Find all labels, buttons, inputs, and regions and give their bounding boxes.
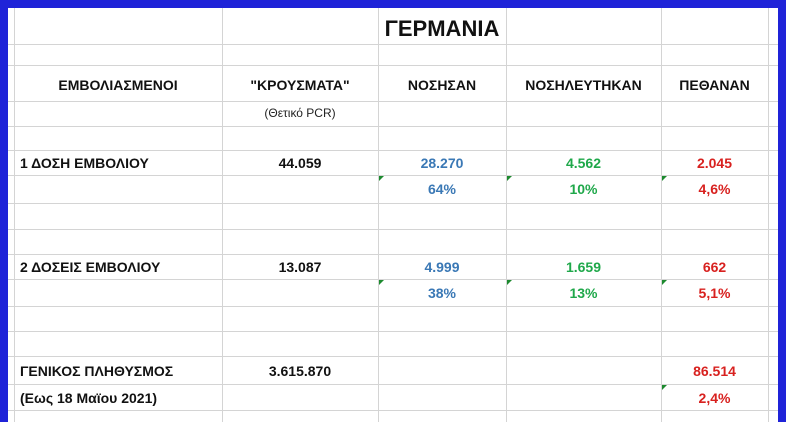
grid-line	[8, 203, 778, 204]
grid-line	[8, 175, 778, 176]
cell-hospitalized-pct: 13%	[569, 285, 598, 301]
header-cases: "ΚΡΟΥΣΜΑΤΑ"	[250, 77, 350, 93]
population-date-note: (Εως 18 Μαϊου 2021)	[20, 389, 158, 406]
grid-line	[8, 410, 778, 411]
cell-died: 2.045	[696, 155, 733, 171]
spreadsheet: ΓΕΡΜΑΝΙΑ ΕΜΒΟΛΙΑΣΜΕΝΟΙ "ΚΡΟΥΣΜΑΤΑ" (Θετι…	[8, 8, 778, 422]
cell-sick-pct: 38%	[427, 285, 457, 301]
grid-line	[8, 384, 778, 385]
population-cases: 3.615.870	[268, 362, 332, 379]
grid-line	[222, 8, 223, 422]
grid-line	[8, 331, 778, 332]
cell-hospitalized-pct: 10%	[569, 181, 598, 197]
cell-comment-marker	[662, 280, 667, 285]
cell-comment-marker	[662, 385, 667, 390]
row-label: 1 ΔΟΣΗ ΕΜΒΟΛΙΟΥ	[20, 155, 149, 171]
population-died-pct: 2,4%	[698, 389, 731, 406]
header-cases-note: (Θετικό PCR)	[264, 106, 336, 120]
grid-line	[661, 8, 662, 422]
grid-line	[8, 65, 778, 66]
grid-line	[14, 8, 15, 422]
cell-hospitalized: 4.562	[565, 155, 602, 171]
grid-line	[8, 101, 778, 102]
cell-cases: 13.087	[278, 259, 322, 275]
grid-line	[8, 306, 778, 307]
grid-line	[768, 8, 769, 422]
grid-line	[378, 8, 379, 422]
grid-line	[8, 279, 778, 280]
grid-line	[8, 229, 778, 230]
cell-sick-pct: 64%	[427, 181, 457, 197]
grid-line	[506, 8, 507, 422]
grid-line	[8, 44, 778, 45]
header-vaccinated: ΕΜΒΟΛΙΑΣΜΕΝΟΙ	[58, 77, 178, 93]
cell-cases: 44.059	[278, 155, 322, 171]
cell-sick: 28.270	[420, 155, 464, 171]
header-died: ΠΕΘΑΝΑΝ	[679, 77, 750, 93]
grid-line	[8, 356, 778, 357]
cell-died: 662	[702, 259, 727, 275]
cell-comment-marker	[379, 280, 384, 285]
cell-died-pct: 4,6%	[698, 181, 731, 197]
header-sick: ΝΟΣΗΣΑΝ	[407, 77, 477, 93]
cell-sick: 4.999	[424, 259, 460, 275]
cell-hospitalized: 1.659	[565, 259, 602, 275]
cell-comment-marker	[507, 280, 512, 285]
page-title: ΓΕΡΜΑΝΙΑ	[384, 16, 500, 41]
cell-comment-marker	[379, 176, 384, 181]
header-hospitalized: ΝΟΣΗΛΕΥΤΗΚΑΝ	[525, 77, 642, 93]
grid-line	[8, 150, 778, 151]
row-label: 2 ΔΟΣΕΙΣ ΕΜΒΟΛΙΟΥ	[20, 259, 161, 275]
grid-line	[8, 254, 778, 255]
grid-line	[8, 126, 778, 127]
cell-died-pct: 5,1%	[698, 285, 731, 301]
cell-comment-marker	[662, 176, 667, 181]
cell-comment-marker	[507, 176, 512, 181]
population-label: ΓΕΝΙΚΟΣ ΠΛΗΘΥΣΜΟΣ	[20, 362, 174, 379]
population-died: 86.514	[693, 362, 736, 379]
